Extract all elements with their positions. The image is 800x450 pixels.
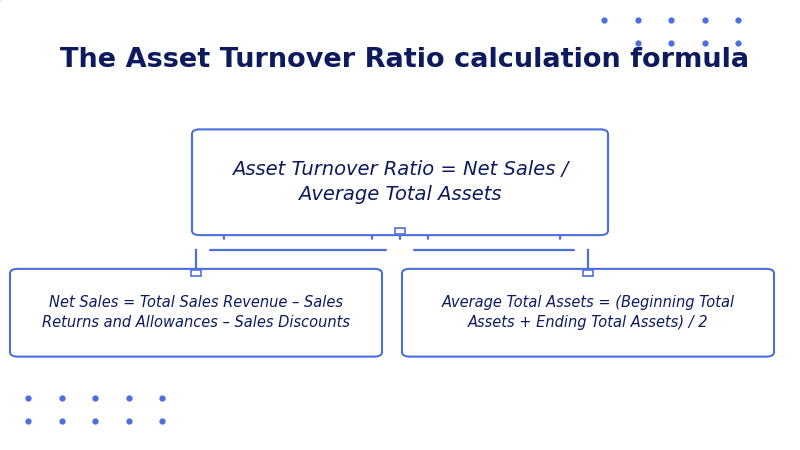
- FancyBboxPatch shape: [10, 269, 382, 356]
- FancyBboxPatch shape: [583, 270, 594, 276]
- FancyBboxPatch shape: [395, 228, 405, 234]
- Text: Net Sales = Total Sales Revenue – Sales
Returns and Allowances – Sales Discounts: Net Sales = Total Sales Revenue – Sales …: [42, 295, 350, 330]
- Text: The Asset Turnover Ratio calculation formula: The Asset Turnover Ratio calculation for…: [60, 47, 749, 73]
- FancyBboxPatch shape: [402, 269, 774, 356]
- FancyBboxPatch shape: [192, 130, 608, 235]
- FancyBboxPatch shape: [190, 270, 202, 276]
- Text: Average Total Assets = (Beginning Total
Assets + Ending Total Assets) / 2: Average Total Assets = (Beginning Total …: [442, 295, 734, 330]
- Text: Asset Turnover Ratio = Net Sales /
Average Total Assets: Asset Turnover Ratio = Net Sales / Avera…: [232, 160, 568, 204]
